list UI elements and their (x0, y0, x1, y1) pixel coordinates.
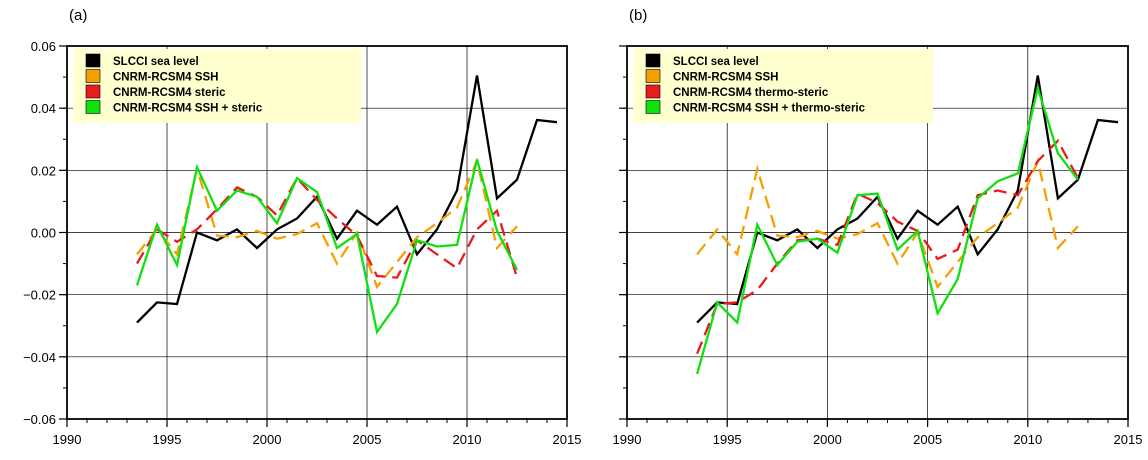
legend-label: CNRM-RCSM4 SSH (113, 72, 218, 84)
series-line-3 (695, 83, 1079, 375)
x-tick-label: 2000 (813, 432, 842, 447)
x-tick-label: 2005 (353, 432, 382, 447)
y-tick-label: −0.02 (23, 288, 56, 303)
y-tick-label: −0.04 (23, 350, 56, 365)
plot-frame (626, 45, 1129, 420)
x-tick-label: 2010 (1013, 432, 1042, 447)
x-tick-label: 2015 (553, 432, 582, 447)
chart-panel-b: (b) 1990 1995 2000 2005 2010 2015 SLCCI sea lev… (613, 7, 1143, 447)
legend-swatch (645, 100, 661, 114)
legend-swatch (645, 53, 661, 68)
series-line-2 (696, 138, 1079, 355)
series-line-3 (135, 159, 519, 335)
legend-swatch (645, 84, 661, 99)
legend-label: CNRM-RCSM4 SSH + thermo-steric (673, 103, 866, 115)
legend: SLCCI sea level CNRM-RCSM4 SSH CNRM-RCSM4 … (633, 49, 933, 123)
panel-label: (b) (629, 7, 647, 24)
legend-swatch (85, 53, 101, 68)
legend-box (633, 49, 933, 123)
legend-label: CNRM-RCSM4 thermo-steric (673, 87, 829, 99)
chart-panel-a: (a) 1990 1995 2000 2005 2010 2015 −0.06 −0.04 −0.… (23, 7, 581, 447)
legend-label: CNRM-RCSM4 SSH + steric (113, 103, 263, 115)
legend: SLCCI sea level CNRM-RCSM4 SSH CNRM-RCSM4 … (73, 49, 361, 123)
x-tick-label: 1990 (613, 432, 642, 447)
x-tick-label: 2015 (1114, 432, 1143, 447)
series-line-2 (136, 176, 519, 279)
legend-swatch (85, 100, 101, 114)
plot-frame (66, 45, 568, 420)
series-line-1 (136, 157, 518, 290)
series-line-0 (696, 75, 1119, 324)
legend-swatch (645, 69, 661, 83)
legend-swatch (85, 69, 101, 83)
panel-label: (a) (69, 7, 87, 24)
x-tick-label: 1990 (53, 432, 82, 447)
y-tick-label: −0.06 (23, 412, 56, 427)
y-tick-label: 0.00 (31, 226, 56, 241)
x-tick-label: 1995 (153, 432, 182, 447)
legend-box (73, 49, 361, 123)
x-tick-label: 2000 (253, 432, 282, 447)
x-tick-label: 2005 (913, 432, 942, 447)
legend-label: SLCCI sea level (113, 56, 199, 68)
x-tick-label: 1995 (713, 432, 742, 447)
series-line-1 (696, 157, 1079, 290)
legend-label: CNRM-RCSM4 steric (113, 87, 226, 99)
legend-label: SLCCI sea level (673, 56, 759, 68)
y-tick-label: 0.06 (31, 39, 56, 54)
x-tick-label: 2010 (453, 432, 482, 447)
series-line-0 (136, 75, 558, 324)
legend-swatch (85, 84, 101, 99)
y-tick-label: 0.02 (31, 163, 56, 178)
legend-label: CNRM-RCSM4 SSH (673, 72, 778, 84)
y-tick-label: 0.04 (31, 101, 56, 116)
